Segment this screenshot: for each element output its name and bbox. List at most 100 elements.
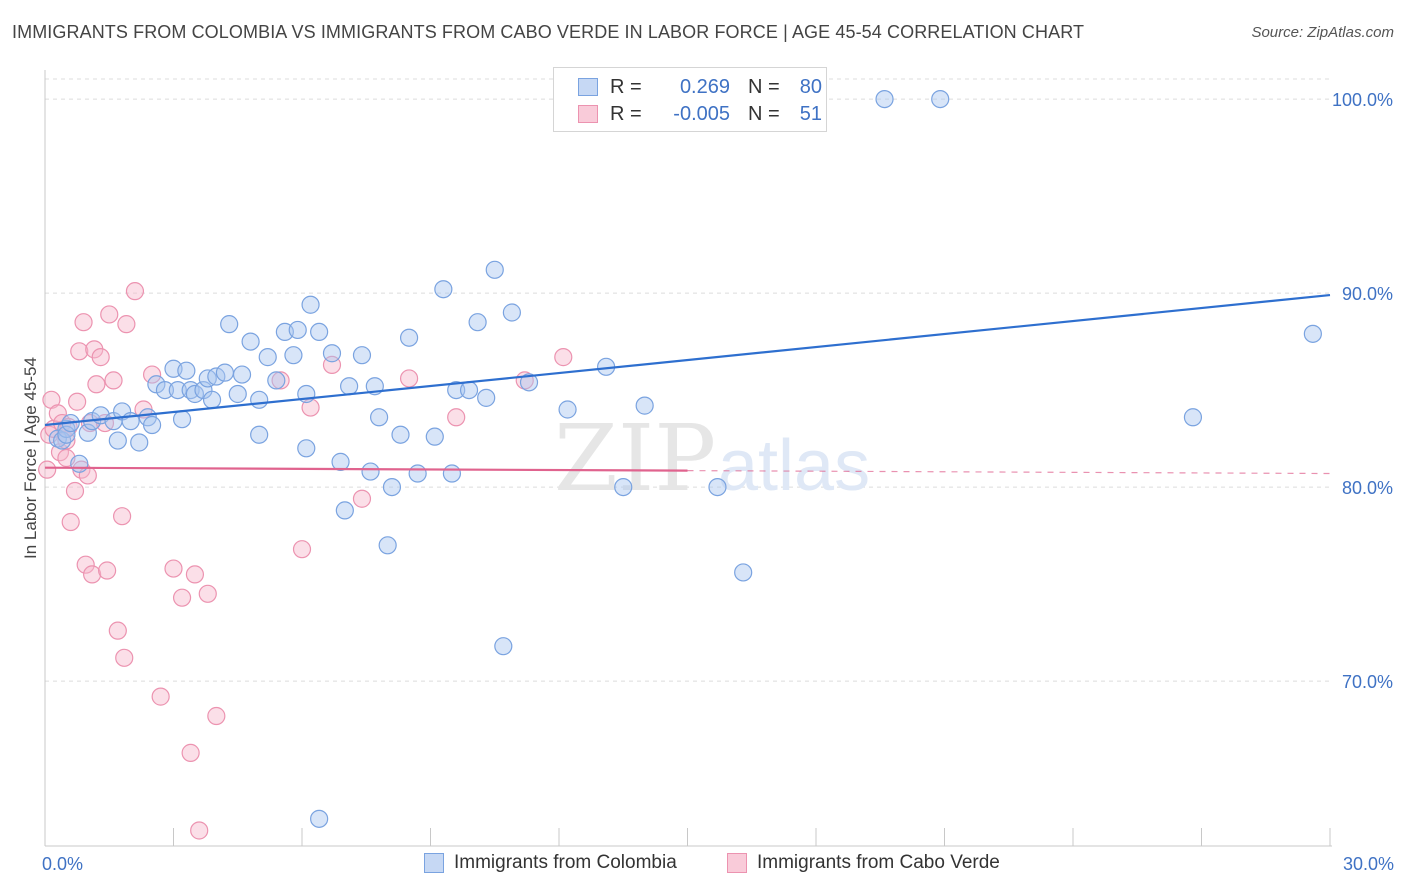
data-point: [442, 464, 462, 483]
data-point: [382, 478, 402, 497]
data-point: [74, 313, 93, 332]
data-point: [117, 315, 136, 334]
data-point: [288, 320, 307, 340]
data-point: [258, 348, 277, 367]
data-point: [91, 348, 110, 367]
chart-title: IMMIGRANTS FROM COLOMBIA VS IMMIGRANTS F…: [12, 22, 1085, 42]
data-point: [177, 361, 196, 380]
data-point: [271, 371, 290, 390]
data-point: [207, 706, 226, 726]
legend-label-cabo-verde: Immigrants from Cabo Verde: [757, 852, 1000, 873]
data-point: [168, 381, 187, 400]
data-point: [459, 381, 479, 400]
legend-r-label: R =: [610, 102, 642, 125]
data-point: [284, 346, 303, 365]
data-point: [558, 400, 577, 419]
data-point: [185, 565, 205, 584]
data-point: [125, 282, 145, 301]
data-point: [164, 559, 183, 578]
y-tick-label: 70.0%: [1342, 672, 1393, 692]
data-point: [202, 390, 222, 409]
data-point: [931, 89, 950, 109]
legend-r-label: R =: [610, 75, 642, 98]
data-point: [370, 408, 389, 427]
data-point: [98, 561, 117, 580]
source-credit: Source: ZipAtlas.com: [1251, 24, 1394, 41]
data-point: [301, 295, 320, 314]
data-point: [142, 365, 162, 384]
watermark-zip: ZIP: [554, 405, 716, 512]
trend-line: [44, 466, 688, 472]
data-point: [115, 648, 134, 667]
data-point: [614, 478, 633, 497]
data-point: [142, 415, 162, 435]
data-point: [108, 621, 127, 640]
data-point: [408, 464, 427, 483]
data-point: [130, 433, 149, 452]
x-tick-label: 30.0%: [1343, 854, 1394, 874]
data-point: [267, 371, 286, 390]
data-point: [297, 439, 316, 458]
data-point: [198, 584, 217, 603]
legend-item-cabo-verde: Immigrants from Cabo Verde: [727, 852, 1000, 874]
data-point: [554, 348, 573, 367]
stats-legend: R = 0.269 N = 80 R = -0.005 N = 51: [553, 67, 827, 132]
tick-labels: 100.0% 90.0% 80.0% 70.0% 0.0% 30.0%: [42, 90, 1394, 874]
data-point: [378, 536, 397, 555]
series-colombia-points: [48, 89, 1322, 828]
trend-line: [44, 293, 1331, 427]
data-point: [361, 462, 380, 481]
data-point: [494, 637, 513, 656]
data-point: [78, 423, 97, 442]
data-point: [292, 540, 312, 559]
data-point: [65, 481, 85, 501]
data-point: [250, 390, 269, 409]
data-point: [425, 427, 444, 446]
data-point: [70, 454, 89, 473]
data-point: [250, 425, 269, 444]
data-point: [68, 392, 87, 411]
data-point: [310, 809, 329, 828]
data-point: [468, 313, 487, 332]
data-point: [352, 346, 372, 365]
data-point: [399, 328, 419, 347]
y-axis-label: In Labor Force | Age 45-54: [21, 357, 40, 559]
data-point: [635, 396, 654, 415]
data-point: [447, 381, 466, 400]
data-point: [185, 384, 205, 404]
data-point: [151, 687, 170, 706]
data-point: [232, 365, 252, 384]
legend-swatch-cabo-verde: [727, 853, 747, 873]
legend-item-colombia: Immigrants from Colombia: [424, 852, 677, 874]
data-point: [104, 371, 123, 390]
series-legend: Immigrants from Colombia Immigrants from…: [0, 852, 1406, 876]
x-tick-label: 0.0%: [42, 854, 83, 874]
data-point: [241, 332, 260, 351]
legend-r-value: -0.005: [673, 102, 730, 125]
data-point: [181, 743, 200, 762]
data-point: [734, 563, 753, 582]
series-cabo-verde-points: [38, 282, 573, 840]
data-point: [322, 344, 342, 363]
data-point: [708, 478, 727, 497]
y-tick-label: 90.0%: [1342, 284, 1393, 304]
legend-swatch-cabo-verde: [578, 105, 598, 123]
data-point: [76, 555, 95, 574]
data-point: [447, 408, 466, 427]
data-point: [215, 363, 234, 382]
data-point: [108, 431, 127, 450]
data-point: [335, 501, 354, 520]
data-point: [352, 489, 372, 508]
legend-n-value: 80: [799, 75, 822, 98]
data-point: [207, 367, 226, 386]
data-point: [38, 460, 57, 479]
data-point: [1303, 324, 1322, 343]
watermark-atlas: atlas: [718, 426, 870, 506]
data-point: [155, 381, 175, 400]
data-point: [48, 404, 67, 423]
y-tick-label: 100.0%: [1332, 90, 1393, 110]
data-point: [502, 303, 521, 322]
legend-swatch-colombia: [578, 78, 598, 96]
data-point: [340, 377, 359, 396]
